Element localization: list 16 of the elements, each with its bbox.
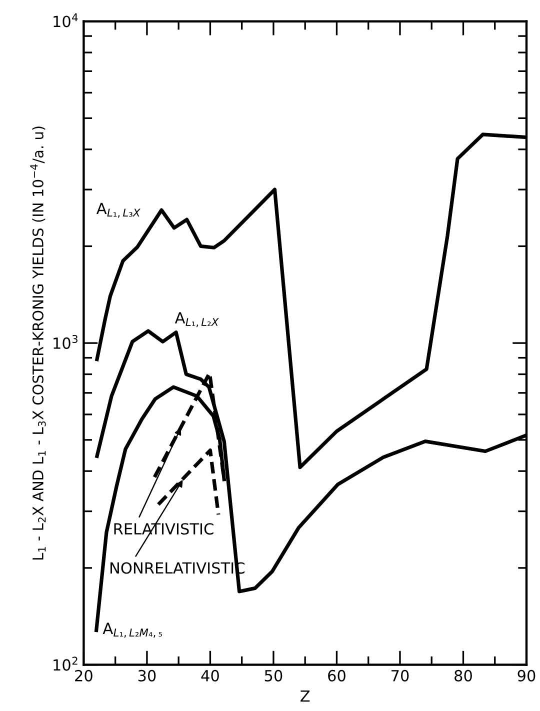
x-tick-label: 60 bbox=[328, 670, 346, 682]
x-tick-label: 90 bbox=[518, 670, 536, 682]
y-tick-label: 10$^{2}$ bbox=[54, 656, 78, 671]
x-axis-title: Z bbox=[300, 690, 310, 702]
y-tick-label: 10$^{3}$ bbox=[54, 334, 78, 349]
x-tick-label: 40 bbox=[201, 670, 219, 682]
text: L$_{1}$ - L$_{2}$X AND L$_{1}$ - L$_{3}$X COSTER-KRONIG YIELDS (IN 10$^{−4}$/a. u) bbox=[30, 126, 46, 560]
x-tick-label: 80 bbox=[454, 670, 472, 682]
series-label: A$_{L₁,L₂X}$ bbox=[174, 312, 219, 328]
x-tick-label: 20 bbox=[75, 670, 92, 682]
x-tick-label: 70 bbox=[392, 670, 409, 682]
series-label: A$_{L₁,L₃X}$ bbox=[96, 202, 140, 218]
x-tick-label: 50 bbox=[264, 670, 282, 682]
y-tick-label: 10$^{4}$ bbox=[54, 13, 78, 28]
series-label: A$_{L₁,L₂M₄,₅}$ bbox=[102, 622, 162, 638]
x-tick-label: 30 bbox=[138, 670, 156, 682]
